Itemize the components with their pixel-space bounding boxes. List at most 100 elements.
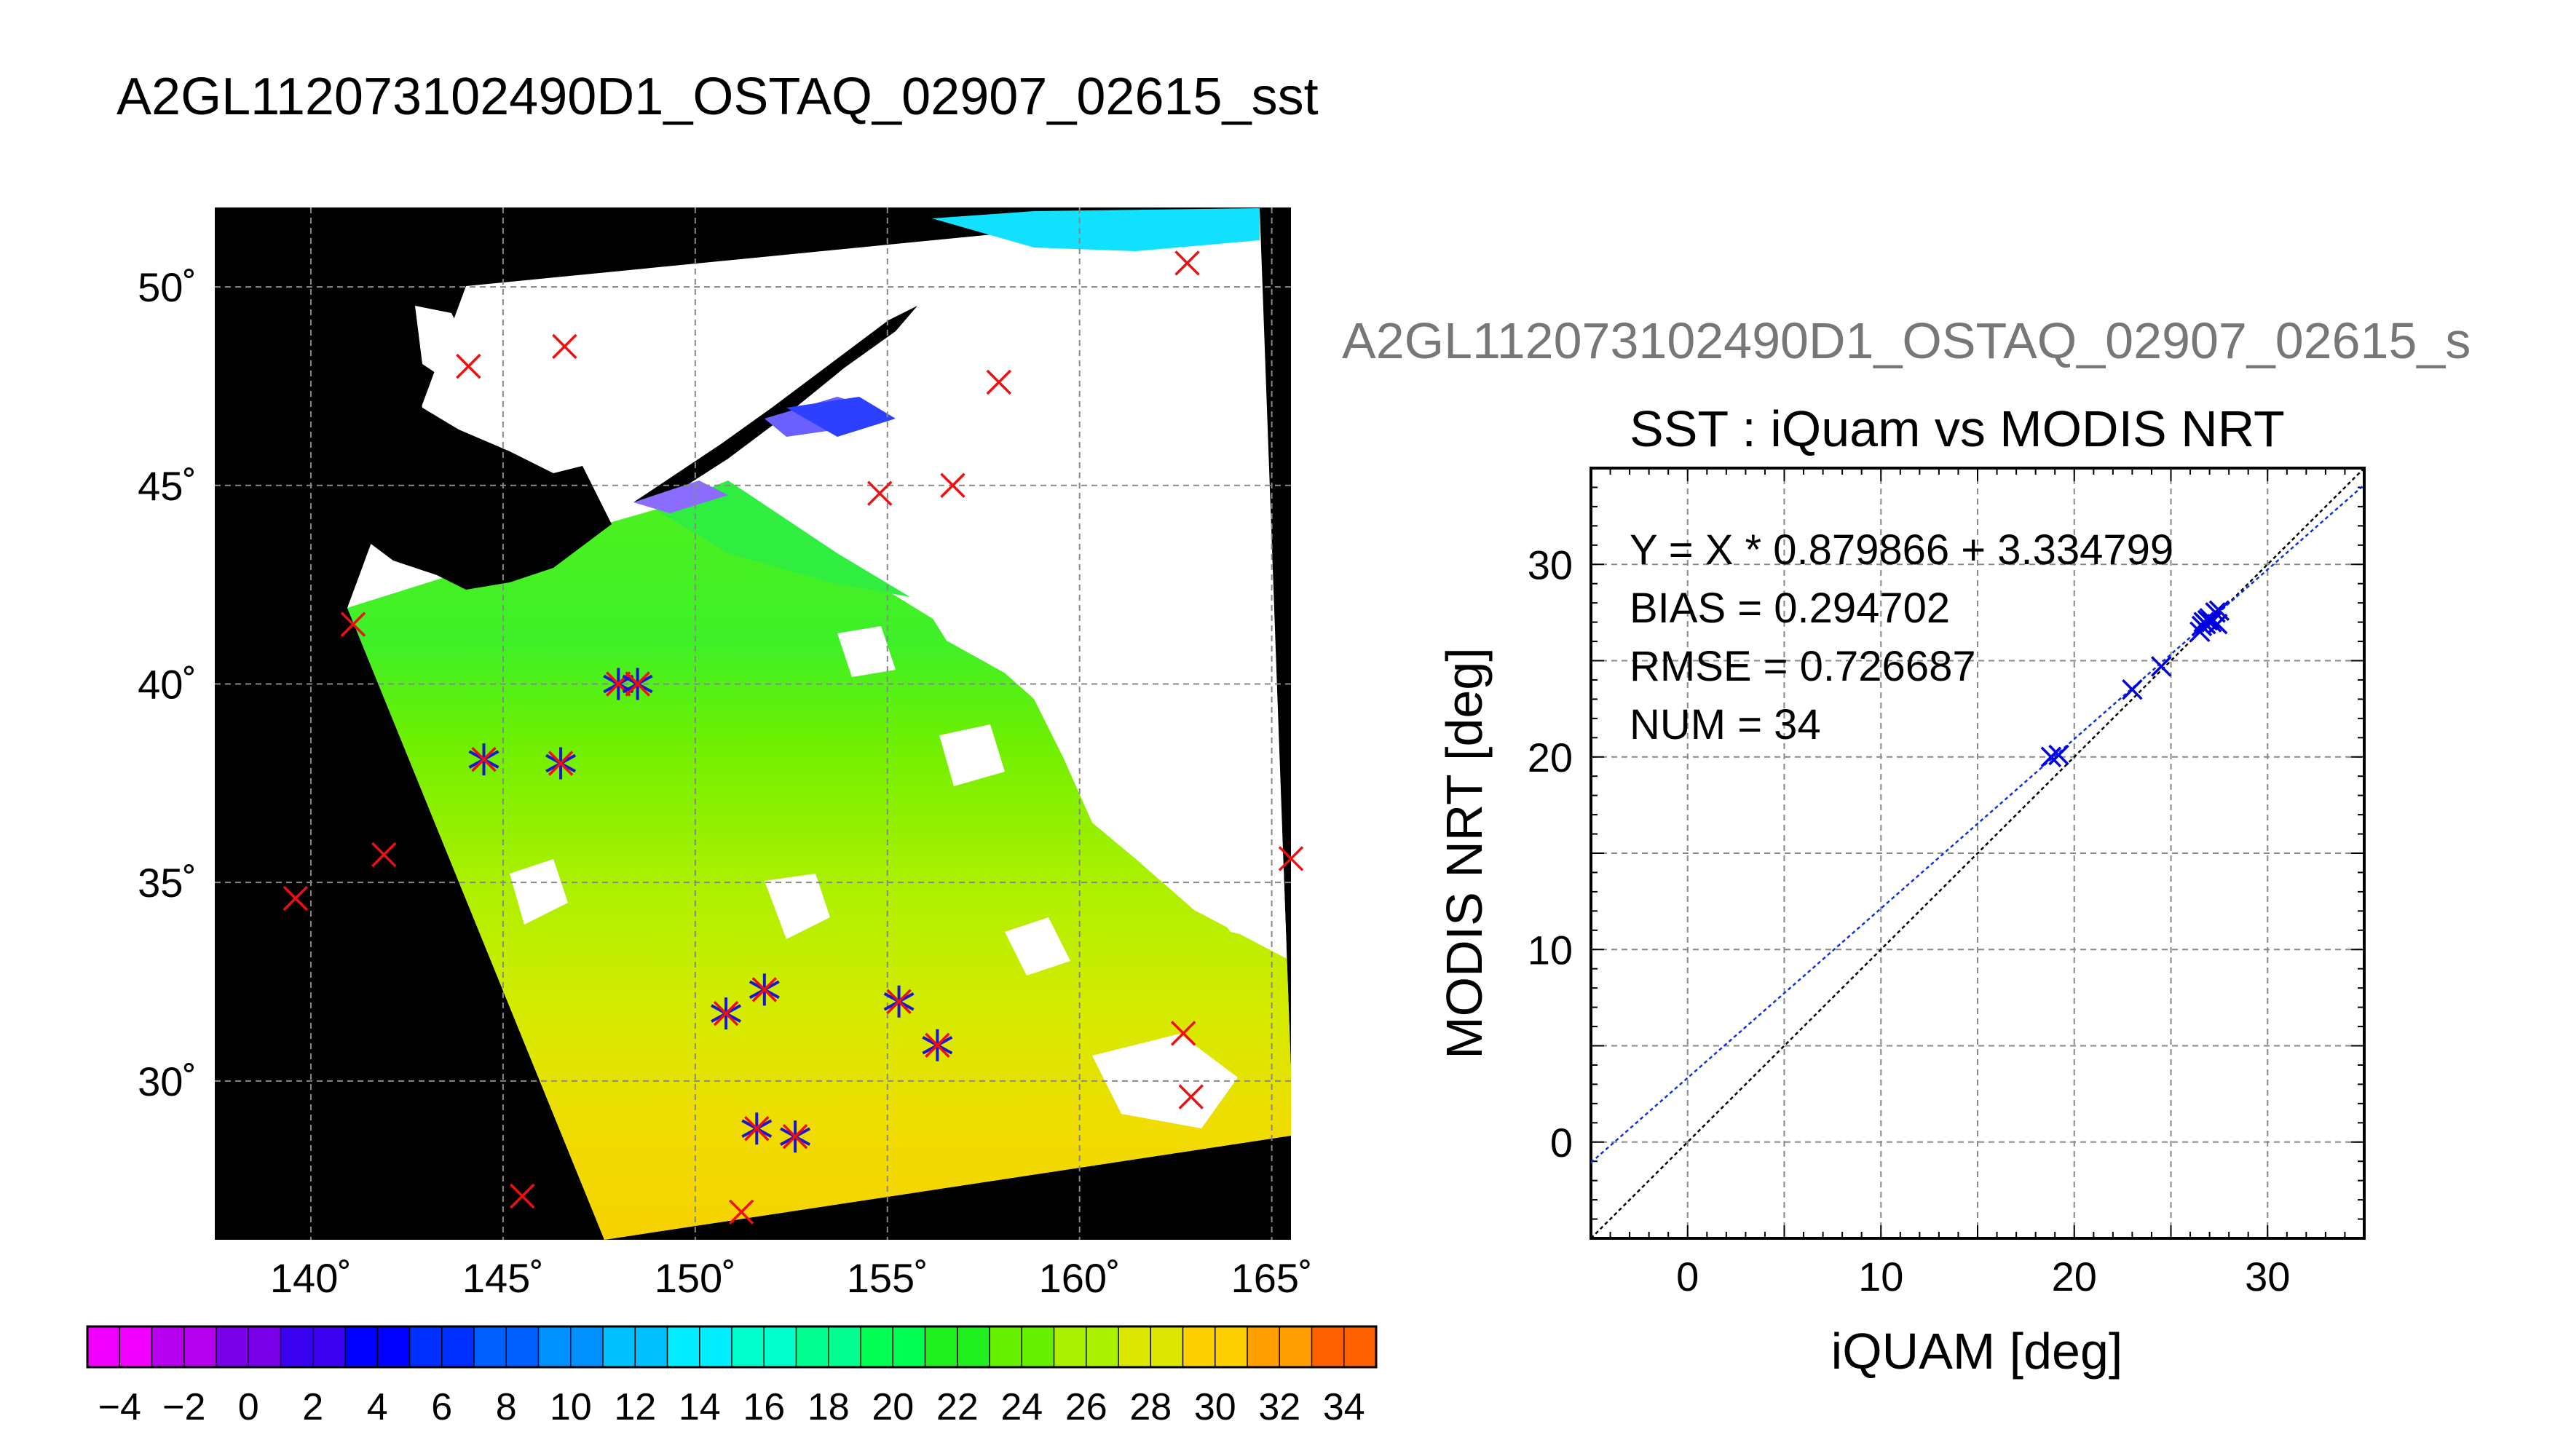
scatter-points: [2040, 600, 2230, 767]
scatter-point: [2122, 678, 2143, 700]
scatter-point: [2208, 600, 2230, 621]
insitu-marker-stroke: [371, 842, 397, 868]
insitu-marker-stroke: [456, 353, 481, 379]
matchup-marker-stroke: [713, 1000, 739, 1026]
map-lon-labels: 140˚ 145˚ 150˚ 155˚ 160˚ 165˚: [270, 1255, 1313, 1301]
cold-patch-2: [786, 397, 896, 437]
matchup-marker-stroke: [744, 1116, 770, 1142]
map-lon-tick-label: 165˚: [1231, 1255, 1313, 1301]
scatter-stat-line: Y = X * 0.879866 + 3.334799: [1630, 526, 2173, 574]
map-lon-tick-label: 150˚: [655, 1255, 736, 1301]
insitu-marker: [283, 885, 309, 911]
colorbar-tick-label: 30: [1194, 1386, 1236, 1428]
map-lat-tick-label: 35˚: [138, 860, 197, 906]
colorbar: [86, 1325, 1378, 1369]
insitu-marker: [340, 612, 366, 637]
land-hokkaido: [255, 277, 612, 590]
map-lat-tick-label: 45˚: [138, 463, 197, 509]
matchup-marker-stroke: [886, 989, 912, 1015]
scatter-stats: Y = X * 0.879866 + 3.334799 BIAS = 0.2947…: [1630, 526, 2173, 748]
scatter-point-stroke: [2040, 746, 2062, 767]
land-kurils: [633, 306, 917, 502]
scatter-point: [2040, 746, 2062, 767]
map-lon-tick-label: 160˚: [1039, 1255, 1121, 1301]
colorbar-tick-label: 20: [872, 1386, 914, 1428]
insitu-marker-stroke: [283, 885, 309, 911]
insitu-marker: [456, 353, 481, 379]
matchup-marker: [741, 1112, 773, 1145]
matchup-marker-stroke: [751, 977, 778, 1002]
colorbar-tick-label: 18: [807, 1386, 850, 1428]
colorbar-tick-label: 24: [1000, 1386, 1043, 1428]
insitu-marker: [1174, 250, 1200, 276]
sst-field: [347, 480, 1291, 1240]
swath-gap: [415, 306, 466, 379]
scatter-x-tick-label: 10: [1858, 1254, 1903, 1299]
insitu-marker: [866, 480, 893, 506]
insitu-marker: [1278, 846, 1304, 871]
scatter-x-tick-label: 30: [2245, 1254, 2290, 1299]
insitu-marker: [510, 1183, 535, 1209]
map-lon-tick-label: 145˚: [462, 1255, 544, 1301]
map-grid: [215, 207, 1291, 1240]
colorbar-tick-label: −2: [162, 1386, 205, 1428]
colorbar-tick-label: 2: [302, 1386, 323, 1428]
matchup-marker: [922, 1029, 953, 1061]
insitu-marker: [986, 369, 1012, 395]
matchup-marker: [883, 985, 915, 1018]
scatter-minor-ticks: [1590, 467, 2365, 1239]
scatter-y-tick-label: 20: [1528, 735, 1573, 780]
matchup-marker-stroke: [782, 1123, 808, 1150]
insitu-marker-stroke: [866, 480, 893, 506]
colorbar-tick-label: 34: [1323, 1386, 1365, 1428]
matchup-marker-stroke: [548, 751, 574, 776]
insitu-marker: [1178, 1084, 1204, 1109]
matchup-marker: [545, 747, 577, 780]
map-markers: [283, 250, 1304, 1225]
colorbar-tick-label: 22: [936, 1386, 979, 1428]
colorbar-tick-label: 6: [431, 1386, 452, 1428]
scatter-y-tick-labels: 0 10 20 30: [1528, 542, 1573, 1166]
insitu-marker-stroke: [986, 369, 1012, 395]
scatter-x-tick-label: 20: [2052, 1254, 2097, 1299]
colorbar-tick-label: 12: [614, 1386, 656, 1428]
scatter-y-tick-label: 0: [1550, 1120, 1573, 1166]
matchup-marker: [622, 668, 653, 700]
colorbar-tick-label: 16: [743, 1386, 785, 1428]
scatter-x-label: iQUAM [deg]: [1831, 1323, 2123, 1380]
scatter-x-tick-label: 0: [1676, 1254, 1699, 1299]
scatter-stat-line: RMSE = 0.726687: [1630, 643, 1976, 690]
matchup-marker: [711, 997, 742, 1030]
insitu-marker: [940, 472, 965, 499]
colorbar-tick-label: 32: [1258, 1386, 1300, 1428]
matchup-marker: [468, 743, 499, 776]
scatter-title: SST : iQuam vs MODIS NRT: [1630, 400, 2285, 457]
scatter-stat-line: BIAS = 0.294702: [1630, 585, 1950, 632]
scatter-point-stroke: [2048, 744, 2069, 766]
identity-line: [1590, 467, 2365, 1239]
insitu-marker-stroke: [1174, 250, 1200, 276]
sst-map: 140˚ 145˚ 150˚ 155˚ 160˚ 165˚ 30˚ 35˚ 40˚ 45˚ 50˚: [138, 207, 1313, 1301]
matchup-marker-stroke: [925, 1032, 950, 1058]
insitu-marker-stroke: [940, 472, 965, 499]
insitu-marker-stroke: [1278, 846, 1304, 871]
insitu-marker-stroke: [728, 1199, 754, 1225]
colorbar-tick-label: 14: [679, 1386, 721, 1428]
colorbar-tick-label: 4: [367, 1386, 388, 1428]
insitu-marker: [371, 842, 397, 868]
colorbar-tick-label: −4: [98, 1386, 141, 1428]
map-lon-tick-label: 155˚: [847, 1255, 928, 1301]
scatter-point-stroke: [2150, 656, 2172, 677]
scatter-point-stroke: [2205, 602, 2226, 623]
cold-patch-3: [633, 480, 728, 513]
map-lat-labels: 30˚ 35˚ 40˚ 45˚ 50˚: [138, 264, 197, 1104]
cold-water-north: [932, 208, 1260, 251]
scatter-x-tick-labels: 0 10 20 30: [1676, 1254, 2290, 1299]
insitu-marker-stroke: [1178, 1084, 1204, 1109]
scatter-y-tick-label: 10: [1528, 927, 1573, 973]
map-lat-tick-label: 50˚: [138, 264, 197, 310]
scatter-y-tick-label: 30: [1528, 542, 1573, 587]
map-lat-tick-label: 30˚: [138, 1059, 197, 1104]
colorbar-tick-label: 10: [550, 1386, 592, 1428]
